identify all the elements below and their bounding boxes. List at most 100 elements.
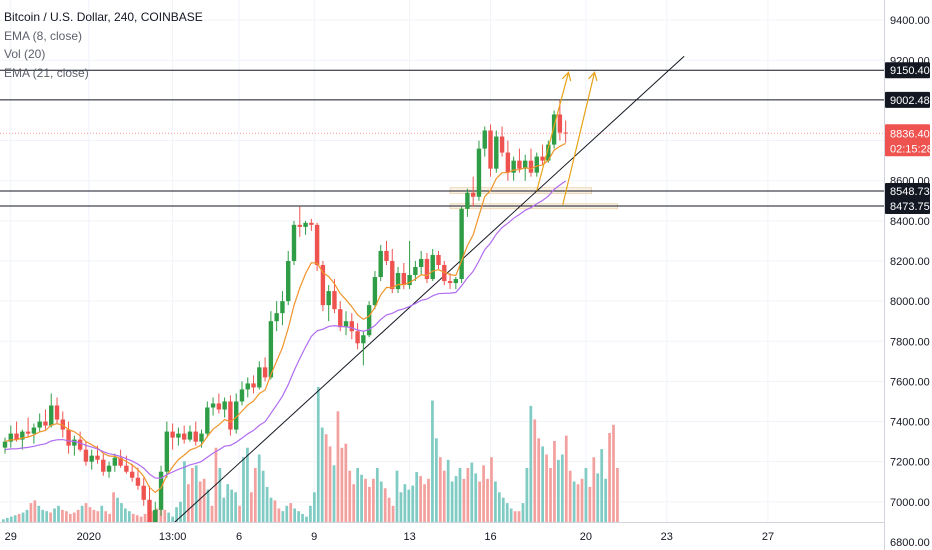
volume-bar bbox=[407, 489, 411, 522]
volume-bar bbox=[454, 476, 458, 522]
volume-bar bbox=[529, 405, 533, 522]
volume-bar bbox=[336, 411, 340, 522]
volume-bar bbox=[120, 503, 123, 522]
candle-body bbox=[234, 401, 239, 430]
legend-ema8[interactable]: EMA (8, close) bbox=[4, 28, 83, 43]
level-price-label: 9150.40 bbox=[890, 65, 930, 77]
volume-bar bbox=[612, 424, 615, 522]
volume-bar bbox=[348, 470, 352, 522]
candle-body bbox=[407, 275, 412, 286]
time-tick-label: 29 bbox=[5, 531, 17, 543]
candle-body bbox=[378, 250, 383, 278]
volume-bar bbox=[116, 497, 119, 522]
volume-bar bbox=[249, 492, 253, 522]
volume-bar bbox=[293, 508, 297, 522]
candle-body bbox=[8, 433, 13, 442]
volume-bar bbox=[604, 478, 607, 522]
candle-body bbox=[546, 144, 551, 161]
legend-ema21[interactable]: EMA (21, close) bbox=[4, 65, 89, 80]
volume-bar bbox=[84, 503, 88, 522]
volume-bar bbox=[301, 513, 304, 522]
volume-bar bbox=[277, 508, 281, 522]
candle-body bbox=[141, 485, 146, 500]
candle-body bbox=[187, 431, 193, 440]
volume-bar bbox=[289, 503, 293, 522]
volume-bar bbox=[592, 457, 596, 522]
volume-bar bbox=[580, 478, 584, 522]
candle-body bbox=[424, 258, 430, 280]
legend-symbol-title[interactable]: Bitcoin / U.S. Dollar, 240, COINBASE bbox=[4, 10, 203, 24]
candle-body bbox=[320, 264, 326, 306]
candle-body bbox=[118, 457, 123, 466]
volume-bar bbox=[391, 505, 395, 522]
candle-body bbox=[176, 433, 181, 438]
volume-bar bbox=[131, 513, 135, 522]
volume-bar bbox=[9, 516, 13, 522]
volume-bar bbox=[171, 516, 174, 522]
volume-bar bbox=[411, 485, 415, 522]
volume-bar bbox=[450, 481, 454, 522]
candle-body bbox=[470, 192, 476, 197]
volume-bar bbox=[92, 509, 96, 522]
volume-bar bbox=[13, 515, 17, 522]
volume-bar bbox=[139, 516, 143, 522]
volume-bar bbox=[320, 427, 324, 522]
candle-body bbox=[297, 224, 302, 227]
candle-body bbox=[153, 509, 158, 526]
volume-bar bbox=[112, 492, 115, 522]
volume-bar bbox=[17, 513, 21, 522]
volume-bar bbox=[423, 484, 426, 522]
arrow-head bbox=[588, 71, 598, 82]
candle-body bbox=[557, 114, 563, 133]
volume-bar bbox=[76, 509, 80, 522]
volume-bar bbox=[25, 509, 29, 522]
bar-countdown-label: 02:15:28 bbox=[890, 143, 932, 155]
volume-bar bbox=[600, 449, 604, 522]
volume-bar bbox=[328, 446, 332, 522]
volume-bar bbox=[466, 468, 470, 522]
candle-body bbox=[274, 313, 279, 322]
candle-body bbox=[390, 260, 395, 290]
candle-body bbox=[430, 254, 435, 280]
candle-body bbox=[135, 477, 141, 486]
volume-bar bbox=[269, 497, 273, 522]
volume-bar bbox=[549, 468, 552, 522]
volume-bar bbox=[474, 473, 478, 522]
projection-arrow bbox=[562, 72, 596, 205]
candle-body bbox=[193, 431, 198, 442]
volume-bar bbox=[501, 497, 505, 522]
candle-body bbox=[303, 222, 308, 227]
candle-body bbox=[268, 321, 274, 378]
time-tick-label: 2020 bbox=[77, 531, 101, 543]
legend-volume[interactable]: Vol (20) bbox=[4, 47, 46, 61]
volume-bar bbox=[525, 468, 529, 522]
volume-bar bbox=[399, 492, 403, 522]
volume-bar bbox=[557, 459, 560, 522]
volume-bar bbox=[265, 486, 269, 522]
projection-arrows bbox=[536, 71, 598, 205]
volume-bar bbox=[33, 500, 37, 522]
candle-body bbox=[551, 114, 557, 145]
level-price-label: 8548.73 bbox=[890, 186, 930, 198]
volume-bar bbox=[246, 447, 249, 522]
price-axis-bg bbox=[884, 0, 932, 550]
candlesticks bbox=[2, 100, 568, 532]
volume-bar bbox=[438, 457, 442, 522]
candle-body bbox=[418, 258, 424, 268]
volume-bar bbox=[564, 435, 568, 522]
volume-bars bbox=[2, 387, 619, 522]
candle-body bbox=[465, 192, 470, 209]
volume-bar bbox=[434, 438, 438, 522]
volume-bar bbox=[462, 478, 466, 522]
time-tick-label: 9 bbox=[311, 531, 317, 543]
time-axis-bg bbox=[0, 522, 884, 550]
horizontal-levels bbox=[0, 69, 884, 207]
volume-bar bbox=[332, 465, 336, 522]
candle-body bbox=[517, 160, 522, 169]
candle-body bbox=[181, 433, 187, 440]
current-price-tag bbox=[885, 124, 930, 157]
candle-body bbox=[534, 156, 539, 173]
volume-bar bbox=[383, 488, 387, 522]
